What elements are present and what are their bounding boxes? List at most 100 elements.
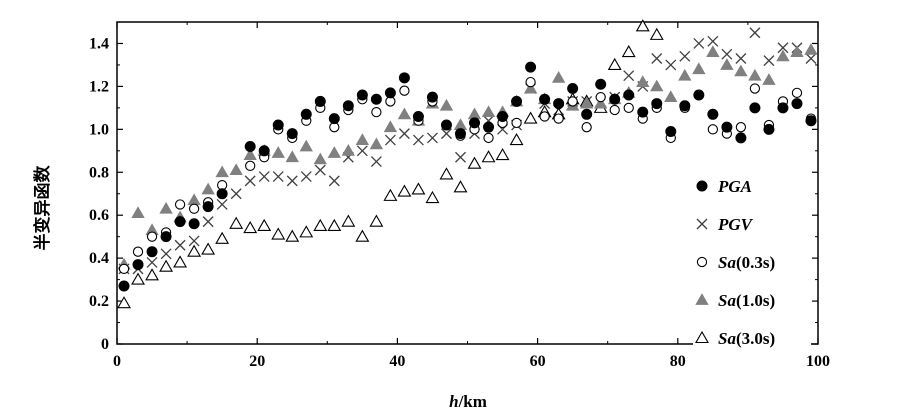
data-point-filled-circle [721,121,733,133]
data-point-cross [230,188,242,200]
x-axis-label: h/km [449,392,487,411]
data-point-filled-circle [567,83,579,95]
data-point-open-triangle [159,259,174,272]
data-point-open-circle [735,122,747,133]
data-point-filled-circle [763,123,775,135]
y-tick-label: 1.0 [89,121,109,138]
data-point-cross [146,256,158,268]
legend-label: Sa(3.0s) [718,329,775,348]
x-tick-label: 80 [670,353,686,370]
cross-stroke [286,175,298,187]
data-point-filled-circle [637,106,649,118]
data-point-open-triangle [313,218,328,231]
data-point-filled-triangle [720,58,734,70]
cross-stroke [174,239,186,251]
cross-stroke [749,27,761,39]
cross-stroke [356,145,368,157]
data-point-filled-circle [258,145,270,157]
data-point-filled-triangle [131,206,145,218]
x-tick-label: 20 [249,353,265,370]
data-point-filled-triangle [187,193,201,206]
cross-stroke [244,175,256,187]
y-tick-label: 1.2 [89,78,109,95]
data-point-open-circle [539,111,550,122]
data-point-cross [314,164,326,176]
data-point-filled-circle [314,95,326,107]
data-point-open-circle [553,113,564,124]
cross-stroke [160,248,172,260]
data-point-open-triangle [467,156,482,169]
data-point-cross [679,50,691,62]
cross-stroke [300,171,312,183]
data-point-open-triangle [145,268,159,281]
data-point-open-circle [483,132,494,144]
data-point-open-circle [567,96,578,107]
data-point-cross [805,53,817,64]
data-point-filled-circle [342,100,354,112]
data-point-filled-triangle [355,133,370,145]
data-point-open-circle [371,107,382,118]
data-point-open-triangle [117,296,131,309]
data-point-cross [174,239,186,251]
data-point-filled-circle [286,128,298,140]
data-point-cross [356,145,368,157]
legend-label: Sa(1.0s) [718,291,775,310]
data-point-open-triangle [285,229,300,242]
data-point-open-triangle [495,147,510,161]
cross-stroke [707,35,719,47]
data-point-filled-triangle [804,43,818,55]
data-point-filled-circle [539,93,551,105]
cross-stroke [230,188,242,200]
data-point-filled-circle [595,78,607,90]
cross-stroke [272,171,284,183]
data-point-filled-circle [384,87,396,99]
data-point-filled-circle [581,108,593,120]
cross-stroke [455,151,466,163]
legend-marker [695,330,709,344]
data-point-open-triangle [229,216,244,229]
data-point-filled-circle [202,201,214,213]
data-point-cross [202,216,214,228]
data-point-open-circle [609,104,620,116]
cross-stroke [398,128,410,140]
data-point-open-circle [174,199,186,210]
data-point-filled-circle [244,141,256,153]
data-point-cross [665,59,677,71]
data-point-filled-circle [454,128,466,140]
data-point-filled-triangle [243,148,257,160]
data-point-open-triangle [355,229,370,242]
data-point-open-triangle [453,180,468,193]
data-point-open-triangle [397,184,412,197]
data-point-open-circle [118,263,130,275]
data-point-cross [300,171,312,183]
data-point-filled-circle [272,119,284,131]
y-tick-label: 0.2 [89,293,109,310]
data-point-open-circle [245,160,256,171]
data-point-filled-circle [511,95,523,107]
data-point-filled-triangle [313,152,327,165]
legend-marker [696,256,708,268]
data-point-open-triangle [411,182,426,195]
data-point-filled-circle [146,246,158,258]
data-point-filled-circle [679,100,691,112]
data-point-cross [763,55,775,67]
cross-stroke [202,216,214,228]
data-point-filled-circle [398,72,410,84]
legend-label: Sa(0.3s) [718,253,775,272]
data-point-open-triangle [257,218,272,231]
data-point-open-triangle [187,244,202,257]
data-point-open-circle [525,76,536,88]
data-point-filled-circle [777,102,789,114]
data-point-open-circle [623,102,634,114]
data-marks [117,19,818,309]
data-point-open-circle [707,124,718,135]
data-point-cross [398,128,410,140]
data-point-filled-triangle [678,68,692,81]
legend-marker [695,293,709,305]
cross-stroke [693,38,705,49]
data-point-cross [244,175,256,187]
data-point-filled-circle [483,121,495,133]
data-point-cross [328,175,340,187]
cross-stroke [735,53,747,64]
data-point-filled-triangle [776,49,790,62]
